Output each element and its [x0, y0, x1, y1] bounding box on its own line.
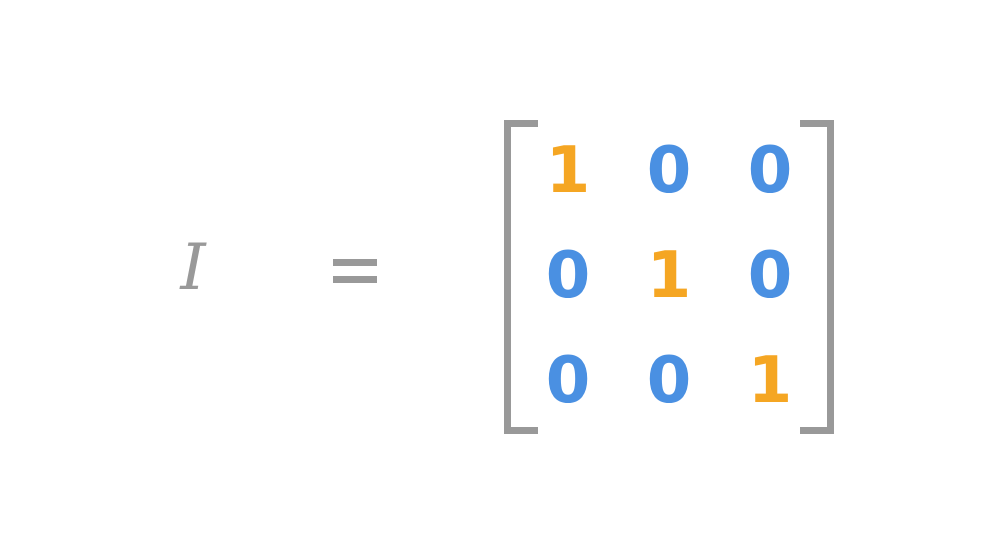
matrix-cell-r3c2: 0 — [646, 344, 692, 418]
matrix-cell-r2c1: 0 — [545, 239, 591, 313]
matrix-cell-r1c3: 0 — [747, 134, 793, 208]
matrix-cell-r1c2: 0 — [646, 134, 692, 208]
matrix-cell-r3c3: 1 — [747, 344, 793, 418]
matrix-left-bracket — [504, 120, 538, 434]
equals-bar-bottom — [333, 276, 377, 283]
matrix-cell-r3c1: 0 — [545, 344, 591, 418]
matrix-cell-r1c1: 1 — [545, 134, 591, 208]
equals-bar-top — [333, 259, 377, 266]
identity-symbol: I — [180, 231, 206, 305]
matrix-cell-r2c2: 1 — [646, 239, 692, 313]
matrix-cell-r2c3: 0 — [747, 239, 793, 313]
matrix-right-bracket — [800, 120, 834, 434]
